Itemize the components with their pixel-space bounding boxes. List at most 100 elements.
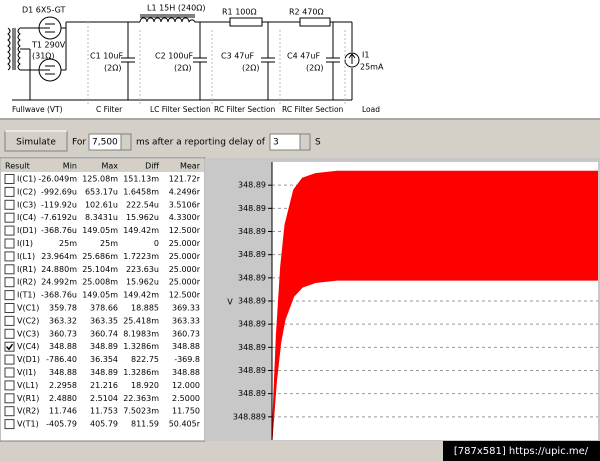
result-mean: 4.3300r xyxy=(169,213,201,222)
component-label: 25mA xyxy=(360,63,384,72)
result-mean: 12.500r xyxy=(169,226,201,235)
result-name: V(C2) xyxy=(17,316,39,325)
section-label: Fullwave (VT) xyxy=(12,105,63,114)
checkbox[interactable] xyxy=(4,225,15,236)
checkbox[interactable] xyxy=(4,277,15,288)
result-max: 36.354 xyxy=(90,355,118,364)
result-diff: 15.962u xyxy=(126,213,159,222)
duration-spinner[interactable] xyxy=(120,133,132,151)
result-mean: 121.72r xyxy=(169,175,201,184)
checkbox[interactable] xyxy=(4,341,15,352)
result-mean: 348.88 xyxy=(172,368,200,377)
y-tick-label: 348.89 xyxy=(238,273,266,282)
result-diff: 1.3286m xyxy=(123,368,159,377)
component-label: L1 15H (240Ω) xyxy=(147,4,205,13)
result-diff: 149.42m xyxy=(123,226,159,235)
result-name: V(D1) xyxy=(17,355,40,364)
checkbox[interactable] xyxy=(4,251,15,262)
result-diff: 223.63u xyxy=(126,265,159,274)
checkbox[interactable] xyxy=(4,328,15,339)
result-name: I(C1) xyxy=(17,175,36,184)
circuit: D1 6X5-GT T1 290V (31Ω) L1 15H (240Ω) R1 100… xyxy=(7,4,384,114)
delay-value[interactable]: 3 xyxy=(273,138,279,148)
component-label: (2Ω) xyxy=(104,64,121,73)
result-min: -405.79 xyxy=(46,420,77,429)
result-max: 8.3431u xyxy=(85,213,118,222)
component-label: D1 6X5-GT xyxy=(22,6,66,15)
section-label: C Filter xyxy=(96,105,123,114)
result-name: I(R1) xyxy=(17,265,36,274)
simulate-label[interactable]: Simulate xyxy=(16,138,56,148)
checkbox[interactable] xyxy=(4,380,15,391)
result-max: 125.08m xyxy=(82,175,118,184)
section-label: RC Filter Section xyxy=(214,105,276,114)
result-diff: 151.13m xyxy=(123,175,159,184)
column-header: Max xyxy=(101,162,118,171)
checkbox[interactable] xyxy=(4,406,15,417)
for-label: For xyxy=(72,138,86,148)
result-mean: 3.5106r xyxy=(169,200,201,209)
result-name: V(R2) xyxy=(17,407,39,416)
result-min: 25m xyxy=(59,239,77,248)
result-name: V(C3) xyxy=(17,329,39,338)
duration-value[interactable]: 7,500 xyxy=(92,138,118,148)
checkbox[interactable] xyxy=(4,354,15,365)
result-max: 363.35 xyxy=(90,316,118,325)
result-mean: 360.73 xyxy=(172,329,200,338)
result-max: 149.05m xyxy=(82,226,118,235)
result-diff: 1.6458m xyxy=(123,187,159,196)
result-mean: 11.750 xyxy=(172,407,200,416)
delay-unit: S xyxy=(315,138,321,148)
result-name: I(C3) xyxy=(17,200,36,209)
checkbox[interactable] xyxy=(4,174,15,184)
result-min: -992.69u xyxy=(41,187,77,196)
component-label: (31Ω) xyxy=(32,52,55,61)
result-diff: 18.920 xyxy=(131,381,159,390)
results-table xyxy=(0,157,206,442)
component-label: C2 100uF xyxy=(155,52,194,61)
component-label: (2Ω) xyxy=(174,64,191,73)
checkbox[interactable] xyxy=(4,264,15,275)
result-min: -368.76u xyxy=(41,291,77,300)
y-tick-label: 348.89 xyxy=(238,366,266,375)
lower-line xyxy=(271,279,598,441)
checkbox[interactable] xyxy=(4,199,15,210)
result-min: 2.4880 xyxy=(49,394,77,403)
result-name: I(D1) xyxy=(17,226,37,235)
component-label: R1 100Ω xyxy=(222,8,257,17)
result-diff: 0 xyxy=(154,239,159,248)
component-label: C1 10uF xyxy=(90,52,123,61)
column-header: Diff xyxy=(145,162,159,171)
checkbox[interactable] xyxy=(4,315,15,326)
result-mean: 369.33 xyxy=(172,304,200,313)
checkbox[interactable] xyxy=(4,238,15,249)
result-max: 653.17u xyxy=(85,187,118,196)
result-min: 2.2958 xyxy=(49,381,77,390)
checkbox[interactable] xyxy=(4,303,15,313)
checkbox[interactable] xyxy=(4,419,15,430)
checkbox[interactable] xyxy=(4,212,15,223)
result-mean: 12.500r xyxy=(169,291,201,300)
result-name: I(T1) xyxy=(17,291,36,300)
checkbox[interactable] xyxy=(4,393,15,404)
result-name: V(L1) xyxy=(17,381,38,390)
component-label: C4 47uF xyxy=(287,52,320,61)
table-header xyxy=(1,159,204,172)
result-min: 363.32 xyxy=(49,316,77,325)
component-label: I1 xyxy=(362,51,369,60)
result-name: V(C1) xyxy=(17,304,39,313)
result-min: 11.746 xyxy=(49,407,77,416)
result-min: 360.73 xyxy=(49,329,77,338)
result-mean: 25.000r xyxy=(169,278,201,287)
delay-spinner[interactable] xyxy=(299,133,311,151)
result-name: I(L1) xyxy=(17,252,35,261)
checkbox[interactable] xyxy=(4,186,15,197)
result-max: 2.5104 xyxy=(90,394,118,403)
result-name: I(C4) xyxy=(17,213,36,222)
result-diff: 25.418m xyxy=(123,316,159,325)
checkbox[interactable] xyxy=(4,367,15,378)
checkbox[interactable] xyxy=(4,290,15,301)
result-max: 102.61u xyxy=(85,200,118,209)
